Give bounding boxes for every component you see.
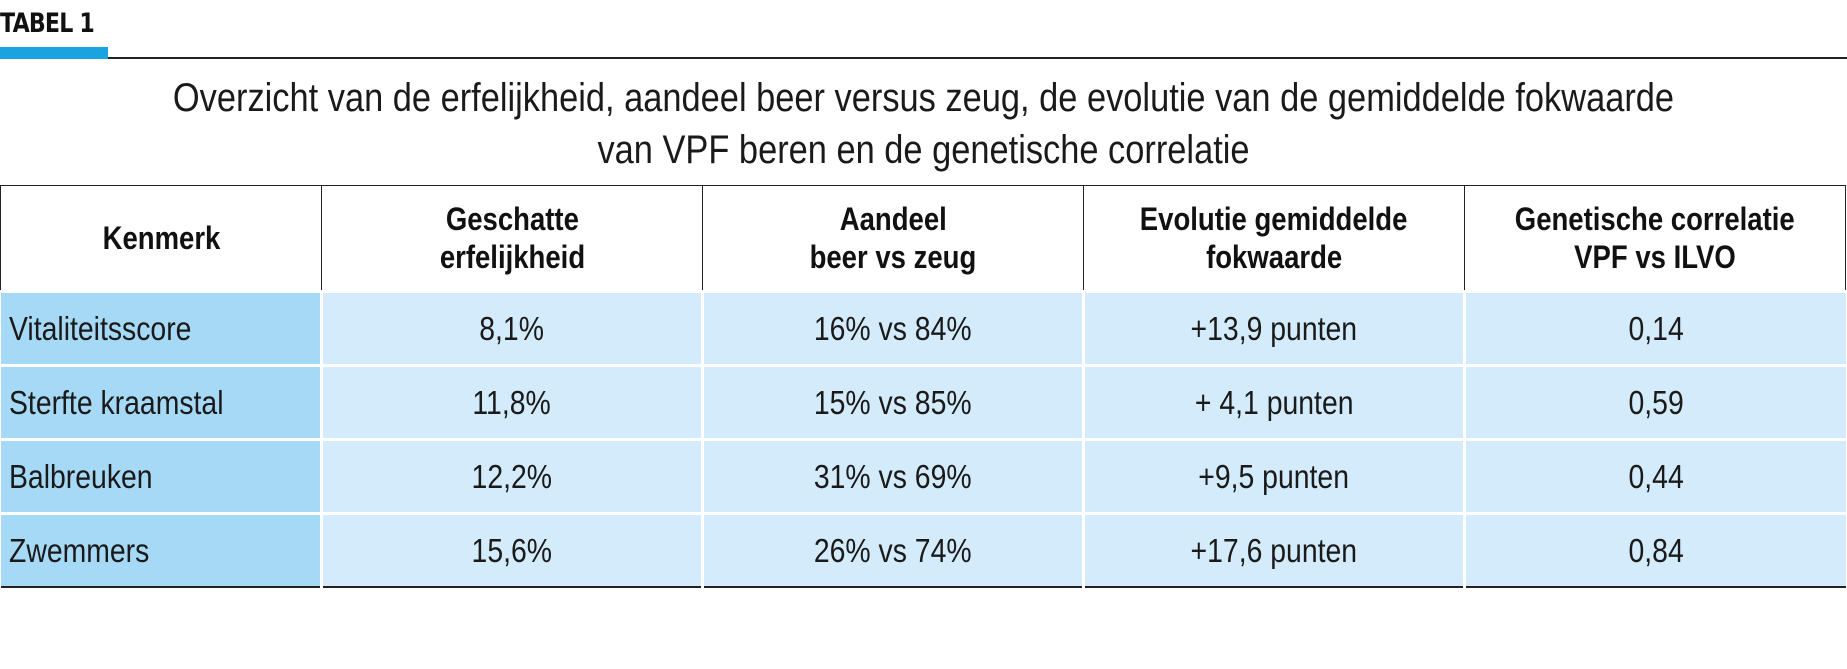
column-header-label: Aandeel [839, 201, 947, 237]
table-cell: 16% vs 84% [702, 290, 1085, 366]
cell-text: 15,6% [471, 531, 553, 569]
row-label-cell: Balbreuken [0, 438, 323, 514]
table-cell: 31% vs 69% [702, 438, 1085, 514]
cell-text: Sterfte kraamstal [8, 383, 224, 421]
table-cell: 12,2% [321, 438, 704, 514]
cell-text: + 4,1 punten [1194, 383, 1354, 421]
cell-text: 11,8% [472, 383, 552, 421]
table-row: Sterfte kraamstal 11,8% 15% vs 85% + 4,1… [0, 364, 1846, 440]
cell-text: 15% vs 85% [814, 383, 972, 421]
cell-text: 26% vs 74% [814, 531, 972, 569]
column-header-erfelijkheid: Geschatte erfelijkheid [321, 185, 703, 292]
table-cell: + 4,1 punten [1083, 364, 1466, 440]
cell-text: Vitaliteitsscore [8, 309, 191, 347]
table-cell: 0,59 [1464, 364, 1846, 440]
column-header-correlatie: Genetische correlatie VPF vs ILVO [1464, 185, 1846, 292]
table-cell: 8,1% [321, 290, 704, 366]
table-cell: 11,8% [321, 364, 704, 440]
cell-text: +9,5 punten [1198, 457, 1350, 495]
table-cell: +9,5 punten [1083, 438, 1466, 514]
table-number-label: TABEL 1 [0, 8, 95, 39]
table-cell: 15,6% [321, 512, 704, 588]
table-title-line-1: Overzicht van de erfelijkheid, aandeel b… [172, 76, 1675, 120]
table-cell: +17,6 punten [1083, 512, 1466, 588]
cell-text: 12,2% [471, 457, 553, 495]
cell-text: 0,59 [1628, 383, 1684, 421]
table-cell: 15% vs 85% [702, 364, 1085, 440]
table-title-line-2: van VPF beren en de genetische correlati… [597, 128, 1250, 172]
column-header-label: Kenmerk [102, 220, 220, 256]
column-header-label: fokwaarde [1205, 239, 1343, 275]
cell-text: 31% vs 69% [814, 457, 972, 495]
row-label-cell: Zwemmers [0, 512, 323, 588]
header-row: Kenmerk Geschatte erfelijkheid Aandeel b… [0, 185, 1846, 292]
column-header-evolutie: Evolutie gemiddelde fokwaarde [1083, 185, 1465, 292]
column-header-label: Evolutie gemiddelde [1140, 201, 1408, 237]
column-header-label: Geschatte [445, 201, 579, 237]
table-row: Vitaliteitsscore 8,1% 16% vs 84% +13,9 p… [0, 290, 1846, 366]
table-cell: 0,44 [1464, 438, 1846, 514]
cell-text: 0,14 [1628, 309, 1684, 347]
cell-text: +17,6 punten [1190, 531, 1358, 569]
table-cell: +13,9 punten [1083, 290, 1466, 366]
table-row: Zwemmers 15,6% 26% vs 74% +17,6 punten 0… [0, 512, 1846, 588]
column-header-label: Genetische correlatie [1515, 201, 1795, 237]
table-row: Balbreuken 12,2% 31% vs 69% +9,5 punten … [0, 438, 1846, 514]
cell-text: 8,1% [479, 309, 545, 347]
table-title: Overzicht van de erfelijkheid, aandeel b… [0, 72, 1847, 176]
row-label-cell: Sterfte kraamstal [0, 364, 323, 440]
table-cell: 0,14 [1464, 290, 1846, 366]
header-rule [108, 57, 1847, 59]
column-header-label: beer vs zeug [809, 239, 977, 275]
cell-text: +13,9 punten [1190, 309, 1358, 347]
column-header-label: erfelijkheid [439, 239, 585, 275]
cell-text: Zwemmers [8, 531, 149, 569]
cell-text: 16% vs 84% [814, 309, 972, 347]
row-label-cell: Vitaliteitsscore [0, 290, 323, 366]
column-header-label: VPF vs ILVO [1574, 239, 1736, 275]
cell-text: 0,44 [1628, 457, 1684, 495]
table-cell: 26% vs 74% [702, 512, 1085, 588]
accent-bar [0, 47, 108, 59]
cell-text: Balbreuken [8, 457, 153, 495]
column-header-aandeel: Aandeel beer vs zeug [702, 185, 1084, 292]
table-cell: 0,84 [1464, 512, 1846, 588]
column-header-kenmerk: Kenmerk [0, 185, 322, 292]
cell-text: 0,84 [1628, 531, 1684, 569]
data-table: Kenmerk Geschatte erfelijkheid Aandeel b… [0, 185, 1846, 588]
